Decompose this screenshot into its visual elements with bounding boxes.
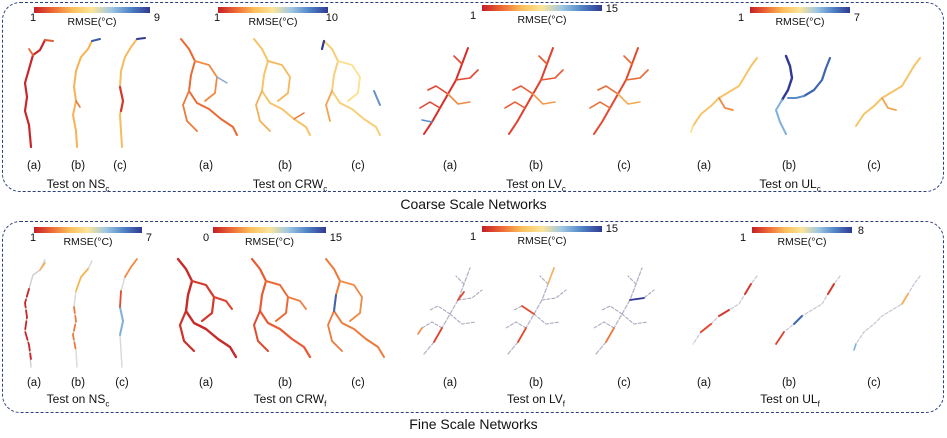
colorbar-max: 10 — [325, 12, 338, 24]
sublabel-a: (a) — [442, 160, 458, 172]
coarse-section-title: Coarse Scale Networks — [400, 196, 547, 212]
network-map-fine-crw-a — [176, 257, 238, 359]
fine-section-title: Fine Scale Networks — [409, 416, 538, 432]
sublabel-b: (b) — [528, 377, 544, 389]
colorbar-label: RMSE(°C) — [244, 236, 295, 248]
colorbar-fine-lv: 1 RMSE(°C) 15 — [470, 223, 618, 247]
network-map-coarse-ns-a — [23, 38, 54, 149]
colorbar-label: RMSE(°C) — [517, 235, 567, 247]
network-map-coarse-ns-c — [118, 37, 146, 148]
colorbar-fine-ul: 1 RMSE(°C) 8 — [740, 225, 864, 248]
network-map-coarse-lv-a — [419, 47, 479, 135]
colorbar-min: 1 — [470, 10, 477, 22]
sublabel-b: (b) — [528, 160, 544, 172]
network-map-coarse-crw-c — [320, 39, 381, 136]
colorbar-min: 1 — [740, 232, 747, 244]
test-label-coarse-ns: Test on NSc — [46, 177, 110, 194]
network-map-coarse-ns-b — [72, 38, 101, 148]
colorbar-max: 15 — [329, 232, 342, 244]
network-map-fine-ul-a — [692, 275, 758, 345]
test-label-coarse-lv: Test on LVc — [506, 177, 566, 194]
sublabel-b: (b) — [277, 160, 293, 172]
colorbar-max: 8 — [857, 225, 864, 237]
test-label-fine-ns: Test on NSc — [46, 392, 110, 409]
sublabel-c: (c) — [351, 160, 365, 172]
network-map-coarse-lv-b — [504, 47, 564, 135]
colorbar-max: 15 — [605, 3, 618, 15]
colorbar-min: 1 — [738, 12, 745, 24]
network-map-coarse-crw-a — [180, 38, 238, 136]
network-map-fine-lv-b — [505, 267, 567, 355]
network-map-fine-ns-b — [72, 260, 93, 368]
sublabel-c: (c) — [867, 160, 881, 172]
network-map-fine-ns-a — [24, 259, 46, 368]
network-map-fine-lv-c — [593, 267, 655, 355]
test-label-fine-crw: Test on CRWf — [253, 392, 327, 409]
colorbar-label: RMSE(°C) — [67, 16, 117, 28]
network-map-coarse-ul-c — [855, 57, 921, 127]
colorbar-label: RMSE(°C) — [248, 16, 298, 28]
colorbar-max: 15 — [605, 223, 618, 235]
network-map-fine-ul-c — [853, 275, 921, 351]
colorbar-label: RMSE(°C) — [777, 236, 827, 248]
coarse-section-frame — [2, 2, 944, 192]
network-map-fine-ns-c — [119, 258, 138, 368]
test-label-coarse-ul: Test on ULc — [759, 177, 821, 194]
sublabel-c: (c) — [617, 160, 631, 172]
colorbar-label: RMSE(°C) — [517, 14, 567, 26]
colorbar-coarse-ul: 1 RMSE(°C) 7 — [738, 7, 860, 28]
sublabel-b: (b) — [277, 377, 293, 389]
colorbar-max: 9 — [153, 12, 160, 24]
network-map-coarse-ul-b — [775, 54, 832, 135]
sublabel-a: (a) — [26, 160, 42, 172]
sublabel-c: (c) — [113, 160, 127, 172]
colorbar-min: 1 — [30, 12, 37, 24]
sublabel-a: (a) — [26, 377, 42, 389]
colorbar-min: 1 — [30, 232, 37, 244]
colorbar-coarse-ns: 1 RMSE(°C) 9 — [30, 7, 160, 28]
colorbar-max: 7 — [145, 232, 152, 244]
colorbar-coarse-crw: 1 RMSE(°C) 10 — [214, 7, 338, 28]
network-map-coarse-lv-c — [589, 47, 649, 135]
colorbar-coarse-lv: 1 RMSE(°C) 15 — [470, 3, 618, 26]
sublabel-b: (b) — [781, 377, 797, 389]
sublabel-b: (b) — [70, 160, 86, 172]
sublabel-c: (c) — [351, 377, 365, 389]
colorbar-fine-ns: 1 RMSE(°C) 7 — [30, 227, 152, 248]
test-label-fine-ul: Test on ULf — [760, 392, 820, 409]
network-map-coarse-ul-a — [690, 57, 758, 133]
sublabel-a: (a) — [696, 377, 712, 389]
sublabel-c: (c) — [617, 377, 631, 389]
fine-section-frame — [2, 221, 944, 413]
network-map-coarse-crw-b — [253, 38, 311, 136]
sublabel-c: (c) — [867, 377, 881, 389]
network-map-fine-crw-c — [325, 258, 385, 358]
colorbar-min: 1 — [214, 12, 221, 24]
sublabel-c: (c) — [115, 377, 129, 389]
sublabel-a: (a) — [198, 377, 214, 389]
colorbar-label: RMSE(°C) — [775, 16, 825, 28]
colorbar-label: RMSE(°C) — [63, 236, 113, 248]
network-map-fine-crw-b — [250, 257, 312, 359]
colorbar-max: 7 — [853, 12, 860, 24]
sublabel-b: (b) — [70, 377, 86, 389]
colorbar-min: 1 — [470, 231, 477, 243]
colorbar-min: 0 — [203, 232, 210, 244]
test-label-fine-lv: Test on LVf — [506, 392, 566, 409]
network-map-fine-lv-a — [417, 267, 483, 355]
sublabel-b: (b) — [781, 160, 797, 172]
sublabel-a: (a) — [198, 160, 214, 172]
test-label-coarse-crw: Test on CRWc — [252, 177, 328, 194]
sublabel-a: (a) — [442, 377, 458, 389]
sublabel-a: (a) — [696, 160, 712, 172]
network-map-fine-ul-b — [775, 275, 841, 345]
colorbar-fine-crw: 0 RMSE(°C) 15 — [203, 227, 342, 248]
